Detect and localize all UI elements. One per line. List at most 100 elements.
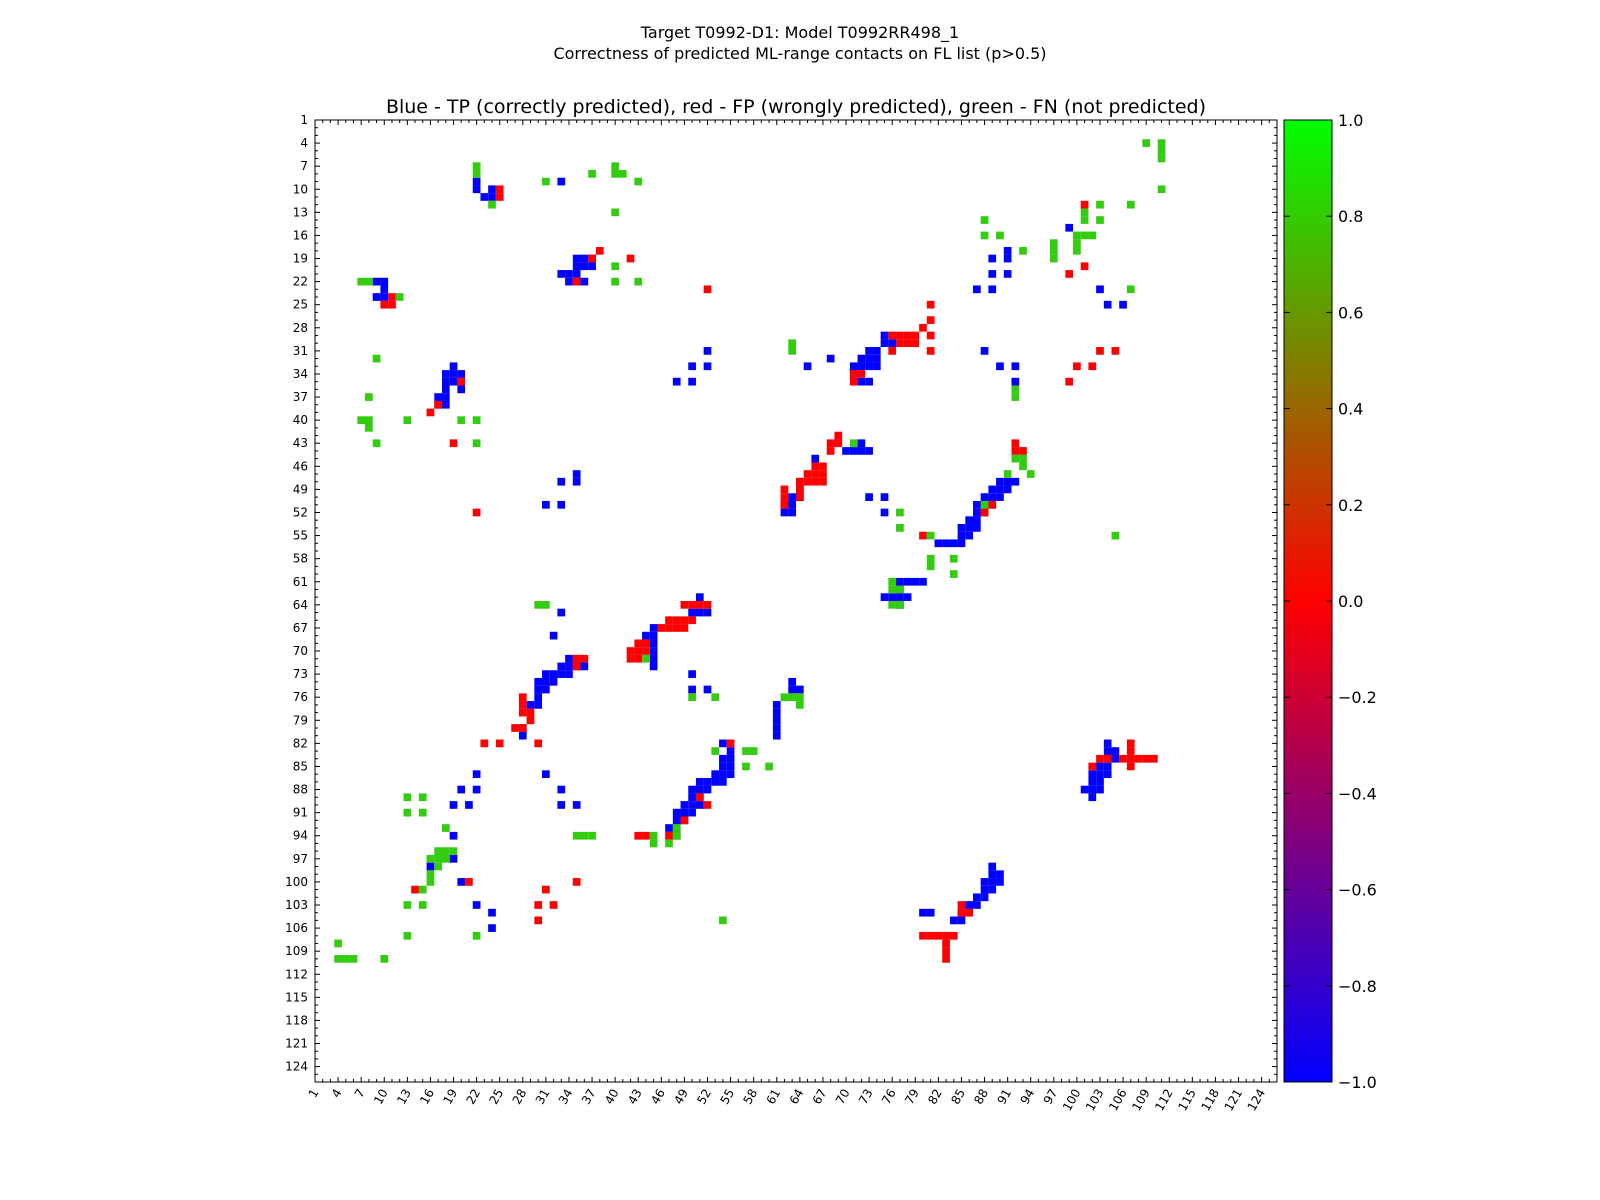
contact-cell-tp [996, 362, 1004, 371]
contact-cell-fn [896, 508, 904, 517]
contact-cell-tp [1103, 762, 1112, 771]
contact-cell-tp [688, 808, 696, 817]
contact-cell-fp [518, 693, 527, 702]
contact-cell-fp [834, 439, 843, 448]
contact-cell-fp [688, 601, 696, 609]
contact-cell-tp [1003, 270, 1012, 278]
contact-cell-tp [965, 531, 974, 540]
contact-cell-fn [949, 554, 958, 563]
contact-cell-tp [872, 354, 881, 363]
contact-cell-tp [865, 347, 873, 355]
contact-cell-tp [980, 893, 989, 902]
contact-cell-fp [1073, 362, 1081, 371]
contact-cell-tp [880, 339, 889, 348]
contact-cell-tp [572, 470, 581, 478]
contact-cell-tp [980, 885, 989, 894]
contact-cell-tp [488, 908, 496, 917]
contact-cell-tp [488, 185, 496, 194]
contact-cell-tp [988, 285, 997, 294]
contact-cell-fp [919, 931, 927, 940]
contact-cell-tp [557, 608, 566, 617]
contact-cell-fp [942, 931, 950, 940]
y-tick-label: 43 [293, 436, 308, 450]
y-tick-label: 1 [300, 113, 308, 127]
contact-cell-tp [988, 485, 997, 494]
contact-cell-fp [1080, 200, 1089, 209]
contact-cell-fp [634, 647, 643, 655]
contact-cell-tp [788, 677, 796, 686]
contact-cell-tp [896, 593, 904, 601]
contact-cell-tp [542, 770, 550, 779]
contact-cell-fp [919, 323, 927, 332]
contact-cell-fn [403, 793, 412, 802]
contact-cell-fn [334, 955, 342, 963]
contact-cell-tp [857, 439, 866, 448]
contact-cell-tp [695, 778, 704, 786]
contact-cell-fp [942, 955, 950, 963]
contact-cell-fp [1103, 754, 1112, 763]
contact-cell-tp [980, 493, 989, 501]
contact-cell-fp [703, 801, 712, 809]
contact-cell-fn [1157, 139, 1166, 147]
x-tick-label: 64 [787, 1087, 807, 1107]
contact-cell-fp [526, 716, 535, 725]
contact-cell-tp [1111, 754, 1120, 763]
contact-cell-fp [526, 708, 535, 717]
contact-cell-tp [988, 270, 997, 278]
contact-cell-fp [796, 477, 804, 486]
x-tick-label: 103 [1083, 1087, 1107, 1114]
contact-cell-tp [472, 177, 481, 186]
x-tick-label: 115 [1175, 1087, 1199, 1114]
contact-cell-tp [965, 524, 974, 532]
y-tick-label: 58 [293, 552, 308, 566]
contact-cell-fn [426, 854, 435, 863]
contact-cell-fn [1157, 185, 1166, 194]
y-tick-label: 106 [285, 921, 308, 935]
y-tick-label: 112 [285, 967, 308, 981]
y-tick-label: 88 [293, 783, 308, 797]
contact-cell-tp [557, 801, 566, 809]
y-tick-label: 34 [293, 367, 308, 381]
contact-cell-tp [973, 516, 981, 525]
colorbar-tick-label: 0.6 [1338, 303, 1363, 322]
contact-cell-fp [634, 639, 643, 648]
contact-cell-fp [1134, 754, 1143, 763]
contact-cell-fp [426, 408, 435, 417]
contact-cell-fp [811, 470, 820, 478]
contact-cell-fn [457, 416, 466, 424]
contact-cell-fn [588, 831, 596, 840]
contact-cell-fp [1088, 362, 1097, 371]
x-tick-label: 88 [971, 1087, 991, 1107]
contact-cell-tp [441, 377, 450, 386]
contact-cell-fn [426, 870, 435, 879]
contact-cell-tp [788, 508, 796, 517]
contact-cell-tp [457, 385, 466, 394]
contact-cell-tp [988, 885, 997, 894]
axis-ticks [314, 119, 1278, 1083]
contact-cell-fn [1126, 200, 1135, 209]
contact-cell-fp [1065, 377, 1074, 386]
contact-cell-fn [426, 878, 435, 886]
contact-cell-tp [441, 385, 450, 394]
contact-cell-fp [411, 885, 419, 894]
contact-cell-tp [449, 370, 458, 378]
contact-cell-tp [557, 500, 566, 509]
contact-cell-tp [1088, 793, 1097, 802]
y-tick-label: 82 [293, 736, 308, 750]
contact-cell-fn [711, 693, 720, 702]
contact-cell-fp [534, 916, 543, 925]
contact-cell-fp [949, 931, 958, 940]
contact-cell-tp [695, 785, 704, 794]
contact-cell-fp [388, 293, 396, 301]
contact-cell-tp [588, 262, 596, 271]
contact-cell-tp [911, 577, 920, 586]
contact-cell-fp [942, 939, 950, 948]
contact-cell-fn [719, 916, 727, 925]
contact-cell-fn [395, 293, 404, 301]
contact-cell-tp [788, 500, 796, 509]
contact-cell-fp [911, 331, 920, 340]
contact-cell-tp [1003, 477, 1012, 486]
contact-cell-fp [495, 193, 504, 201]
y-tick-label: 37 [293, 390, 308, 404]
contact-cell-fp [1088, 762, 1097, 771]
